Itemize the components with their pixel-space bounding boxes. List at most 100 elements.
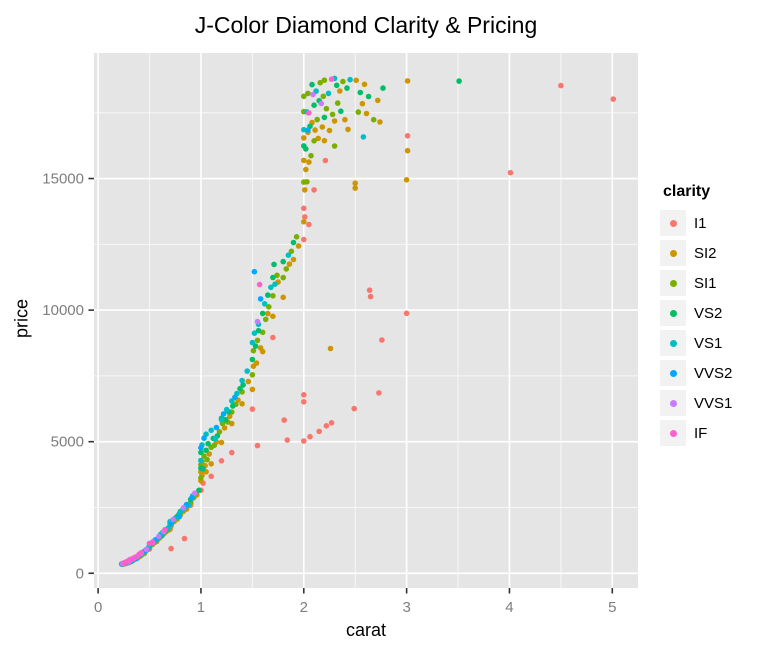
legend-item-VS2: VS2 (660, 300, 732, 326)
legend-item-label: I1 (694, 214, 707, 232)
data-point-SI1 (250, 347, 257, 354)
data-point-SI2 (249, 386, 256, 393)
data-point-VVS2 (198, 445, 204, 451)
data-point-VS2 (203, 447, 209, 454)
y-tick-label: 15000 (42, 171, 84, 188)
data-point-VS2 (365, 93, 372, 100)
y-tick-label: 5000 (51, 434, 84, 451)
data-point-SI1 (370, 116, 377, 123)
legend-item-label: VVS2 (694, 364, 733, 382)
data-point-SI2 (270, 313, 276, 320)
legend-rows: I1 SI2 SI1 VS2 VS1 VVS2 VVS1 IF (660, 210, 732, 446)
data-point-SI2 (353, 77, 360, 84)
data-point-SI1 (293, 234, 300, 240)
data-point-SI2 (315, 135, 322, 142)
data-point-I1 (376, 390, 382, 396)
data-point-SI1 (204, 456, 210, 463)
legend-dot-icon (669, 429, 677, 437)
x-tick-label: 1 (197, 599, 205, 616)
legend-key (660, 270, 686, 296)
data-point-SI2 (403, 177, 410, 183)
data-point-VS2 (198, 449, 204, 456)
data-point-VVS2 (176, 513, 183, 520)
data-point-SI2 (280, 294, 287, 301)
data-point-SI1 (266, 304, 272, 310)
data-point-VVS1 (180, 505, 187, 511)
data-point-IF (328, 76, 335, 82)
data-point-VS1 (208, 427, 214, 434)
data-point-SI2 (302, 187, 308, 193)
x-tick-label: 3 (402, 599, 410, 616)
data-point-SI1 (254, 337, 261, 344)
data-point-SI2 (301, 157, 307, 164)
data-point-SI1 (305, 90, 311, 97)
legend-item-IF: IF (660, 420, 732, 446)
data-point-VS2 (237, 385, 243, 392)
y-tick-label: 0 (76, 565, 84, 582)
legend-dot-icon (669, 399, 677, 407)
data-point-SI2 (363, 110, 370, 117)
data-point-SI2 (253, 360, 260, 366)
data-point-VS2 (222, 416, 229, 423)
data-point-VS2 (311, 102, 317, 108)
data-point-I1 (323, 423, 330, 429)
legend-key (660, 360, 686, 386)
data-point-VS1 (239, 377, 245, 384)
data-point-VS2 (230, 403, 236, 409)
data-point-I1 (301, 399, 307, 405)
data-point-I1 (351, 405, 358, 412)
data-point-SI2 (226, 413, 233, 420)
data-point-IF (162, 526, 168, 533)
data-point-I1 (301, 236, 307, 243)
data-point-SI1 (329, 111, 336, 118)
data-point-VVS2 (168, 521, 174, 527)
data-point-SI1 (249, 372, 256, 378)
data-point-I1 (379, 337, 385, 343)
data-point-SI2 (306, 159, 312, 165)
legend-dot-icon (669, 249, 677, 257)
data-point-VVS1 (143, 546, 150, 553)
data-point-VS1 (244, 368, 250, 374)
data-point-VS1 (268, 284, 274, 291)
data-point-IF (149, 539, 156, 546)
data-point-I1 (302, 214, 308, 220)
data-point-I1 (301, 438, 307, 444)
data-point-SI2 (321, 137, 328, 144)
data-point-VS2 (196, 487, 202, 494)
data-point-VVS1 (310, 91, 316, 98)
data-point-SI2 (290, 256, 297, 263)
legend: clarity I1 SI2 SI1 VS2 VS1 VVS2 (660, 183, 732, 450)
data-point-I1 (306, 221, 312, 228)
data-point-VS1 (347, 76, 353, 83)
data-point-SI1 (311, 138, 317, 144)
data-point-SI1 (274, 272, 280, 279)
data-point-SI1 (314, 116, 321, 123)
data-point-I1 (254, 442, 261, 449)
data-point-I1 (284, 437, 291, 443)
data-point-SI2 (326, 127, 333, 134)
legend-title: clarity (663, 183, 711, 200)
data-point-VVS2 (188, 495, 195, 501)
data-point-SI2 (265, 310, 271, 317)
legend-item-SI1: SI1 (660, 270, 732, 296)
data-point-VVS2 (251, 268, 258, 275)
data-point-I1 (316, 428, 323, 435)
data-point-SI2 (352, 185, 359, 191)
data-point-I1 (367, 293, 374, 300)
data-point-VS2 (456, 78, 462, 84)
data-point-IF (256, 281, 263, 288)
data-point-SI2 (301, 219, 307, 225)
data-point-I1 (218, 458, 225, 464)
data-point-SI1 (323, 105, 330, 112)
data-point-SI2 (337, 88, 343, 94)
data-point-SI2 (259, 348, 266, 355)
data-point-VS1 (249, 339, 256, 346)
data-point-I1 (610, 96, 617, 102)
data-point-SI1 (321, 77, 328, 83)
data-point-SI2 (375, 97, 381, 104)
legend-dot-icon (669, 309, 677, 317)
data-point-VS1 (261, 301, 268, 307)
legend-key (660, 240, 686, 266)
legend-dot-icon (669, 219, 677, 227)
